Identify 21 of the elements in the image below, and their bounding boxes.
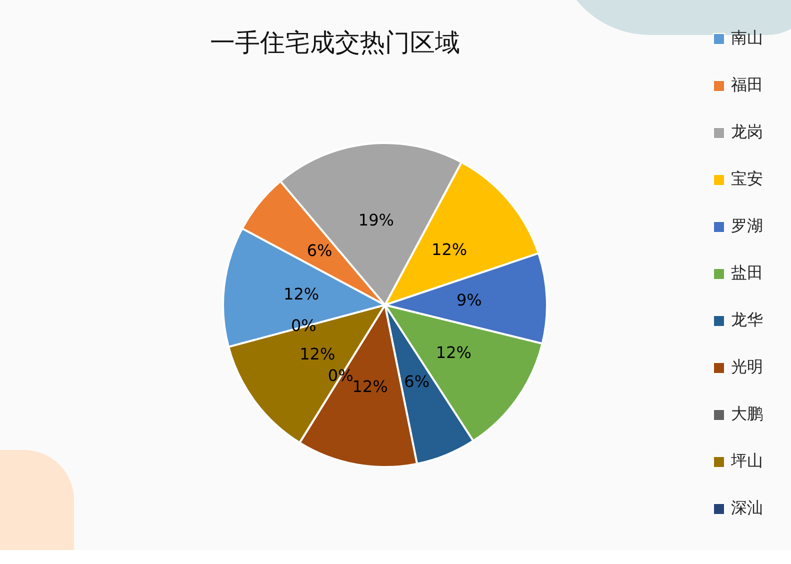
legend-label: 盐田 bbox=[731, 262, 763, 284]
legend-label: 大鹏 bbox=[731, 403, 763, 425]
data-label: 9% bbox=[456, 290, 482, 310]
data-label: 6% bbox=[306, 241, 332, 260]
data-label: 12% bbox=[284, 284, 320, 304]
data-label: 6% bbox=[404, 372, 430, 392]
legend-label: 坪山 bbox=[731, 450, 763, 472]
legend-label: 宝安 bbox=[731, 168, 763, 190]
legend-label: 罗湖 bbox=[731, 215, 763, 237]
legend-label: 福田 bbox=[731, 74, 763, 96]
data-label: 19% bbox=[358, 210, 394, 230]
chart-title: 一手住宅成交热门区域 bbox=[209, 27, 461, 59]
legend-label: 深汕 bbox=[731, 497, 763, 519]
legend-label: 龙华 bbox=[731, 309, 763, 331]
data-label: 12% bbox=[432, 240, 468, 259]
data-label: 12% bbox=[352, 377, 388, 396]
legend-label: 光明 bbox=[731, 356, 763, 378]
data-label: 12% bbox=[436, 342, 472, 362]
legend-label: 南山 bbox=[731, 27, 763, 49]
data-label: 12% bbox=[300, 344, 336, 364]
legend-label: 龙岗 bbox=[731, 121, 763, 143]
